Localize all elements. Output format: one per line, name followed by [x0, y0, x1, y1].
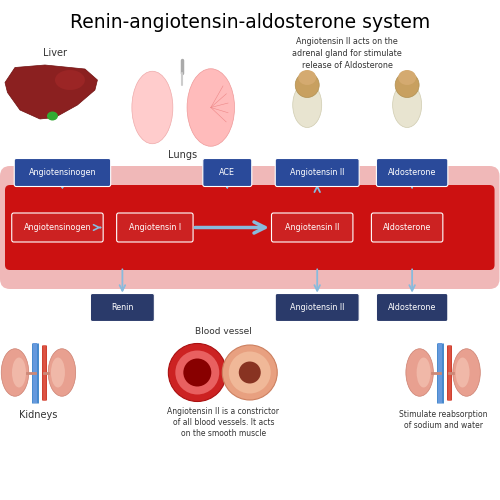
Text: Angiotensinogen: Angiotensinogen	[28, 168, 96, 177]
Circle shape	[184, 358, 212, 386]
Circle shape	[222, 345, 277, 400]
FancyBboxPatch shape	[275, 158, 359, 186]
Text: Kidneys: Kidneys	[20, 410, 58, 420]
FancyBboxPatch shape	[5, 185, 494, 270]
Text: Angiotensin II: Angiotensin II	[290, 303, 344, 312]
FancyBboxPatch shape	[272, 213, 353, 242]
Text: Renin: Renin	[111, 303, 134, 312]
Ellipse shape	[406, 349, 433, 396]
Text: Aldosterone: Aldosterone	[388, 168, 436, 177]
Text: Angiotensin II: Angiotensin II	[285, 223, 340, 232]
FancyBboxPatch shape	[376, 294, 448, 322]
Ellipse shape	[295, 72, 319, 98]
Ellipse shape	[1, 349, 28, 396]
Text: Angiotensinogen: Angiotensinogen	[24, 223, 91, 232]
FancyBboxPatch shape	[376, 158, 448, 186]
Text: Aldosterone: Aldosterone	[383, 223, 432, 232]
Text: ACE: ACE	[220, 168, 236, 177]
Ellipse shape	[416, 358, 430, 388]
Circle shape	[239, 362, 261, 384]
Ellipse shape	[292, 82, 322, 128]
FancyBboxPatch shape	[116, 213, 193, 242]
Circle shape	[176, 350, 220, 395]
FancyBboxPatch shape	[0, 166, 500, 289]
Ellipse shape	[456, 358, 469, 388]
Text: Angiotensin I: Angiotensin I	[129, 223, 181, 232]
FancyBboxPatch shape	[275, 294, 359, 322]
FancyBboxPatch shape	[14, 158, 110, 186]
FancyBboxPatch shape	[203, 158, 252, 186]
Ellipse shape	[187, 68, 234, 146]
Text: Renin-angiotensin-aldosterone system: Renin-angiotensin-aldosterone system	[70, 12, 430, 32]
Ellipse shape	[392, 82, 422, 128]
Ellipse shape	[48, 349, 76, 396]
Ellipse shape	[12, 358, 26, 388]
FancyBboxPatch shape	[90, 294, 154, 322]
Text: Angiotensin II: Angiotensin II	[290, 168, 344, 177]
Text: Angiotensin II acts on the
adrenal gland for stimulate
release of Aldosterone: Angiotensin II acts on the adrenal gland…	[292, 38, 402, 70]
Ellipse shape	[398, 70, 416, 85]
Ellipse shape	[132, 71, 173, 144]
Ellipse shape	[453, 349, 480, 396]
Text: Angiotensin II is a constrictor
of all blood vessels. It acts
on the smooth musc: Angiotensin II is a constrictor of all b…	[168, 406, 280, 438]
Polygon shape	[5, 65, 98, 119]
Text: Liver: Liver	[43, 48, 67, 58]
Ellipse shape	[51, 358, 65, 388]
Ellipse shape	[47, 112, 58, 120]
Text: Stimulate reabsorption
of sodium and water: Stimulate reabsorption of sodium and wat…	[399, 410, 488, 430]
Text: Aldosterone: Aldosterone	[388, 303, 436, 312]
Text: Lungs: Lungs	[168, 150, 197, 160]
Ellipse shape	[55, 70, 85, 90]
FancyBboxPatch shape	[372, 213, 443, 242]
Ellipse shape	[298, 70, 316, 85]
Circle shape	[229, 352, 270, 394]
Ellipse shape	[395, 72, 419, 98]
Circle shape	[168, 344, 226, 402]
Text: Blood vessel: Blood vessel	[195, 328, 252, 336]
FancyBboxPatch shape	[12, 213, 103, 242]
